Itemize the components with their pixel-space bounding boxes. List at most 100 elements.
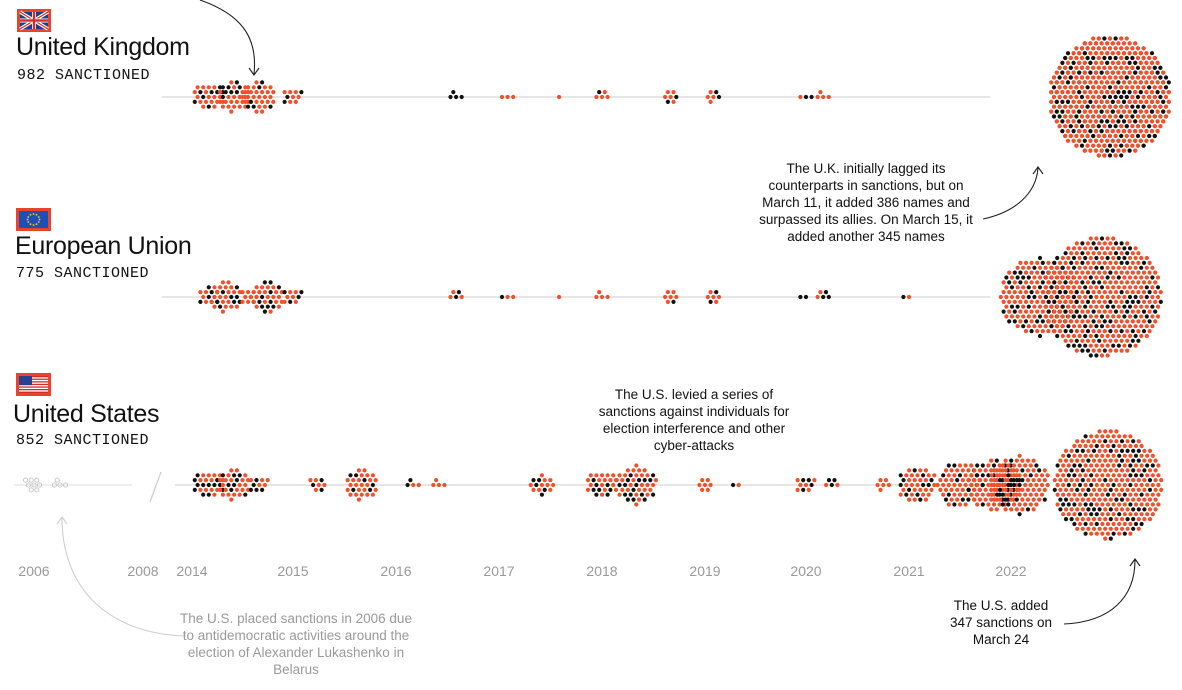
sanction-dot xyxy=(1072,492,1077,497)
sanction-dot xyxy=(1058,458,1063,463)
sanction-dot xyxy=(1145,473,1150,478)
sanction-dot xyxy=(1103,448,1108,453)
sanction-dot xyxy=(1108,260,1113,265)
sanction-dot xyxy=(195,473,200,478)
sanction-dot xyxy=(1083,502,1088,507)
sanction-dot xyxy=(220,290,225,295)
sanction-dot xyxy=(1091,448,1097,453)
sanction-dot xyxy=(803,294,809,300)
sanction-dot xyxy=(1077,304,1082,309)
sanction-dot xyxy=(368,487,373,492)
sanction-dot xyxy=(1096,143,1101,148)
sanction-dot xyxy=(1149,90,1155,95)
sanction-dot xyxy=(980,502,985,507)
sanction-dot xyxy=(1063,497,1069,502)
sanction-dot xyxy=(1055,285,1060,290)
sanction-dot xyxy=(201,104,206,109)
sanction-dot xyxy=(826,94,831,100)
sanction-dot xyxy=(923,487,929,492)
sanction-dot xyxy=(980,482,985,488)
sanction-dot xyxy=(946,482,951,488)
sanction-dot xyxy=(1130,46,1135,51)
year-label-2006: 2006 xyxy=(18,563,50,579)
sanction-dot xyxy=(1077,255,1082,261)
sanction-dot xyxy=(354,482,359,488)
sanction-dot xyxy=(1119,65,1124,70)
sanction-dot xyxy=(1153,458,1158,463)
sanction-dot xyxy=(265,99,270,104)
sanction-dot xyxy=(591,478,596,483)
sanction-dot xyxy=(1147,309,1152,314)
sanction-dot xyxy=(1102,348,1107,353)
sanction-dot xyxy=(1155,60,1160,65)
sanction-dot xyxy=(1077,246,1082,251)
sanction-dot xyxy=(1119,270,1124,275)
sanction-dot xyxy=(832,478,837,483)
sanction-dot xyxy=(1147,487,1153,492)
sanction-dot xyxy=(217,482,223,488)
sanction-dot xyxy=(1113,124,1118,129)
sanction-dot xyxy=(992,478,997,483)
sanction-dot xyxy=(1144,333,1149,339)
sanction-dot xyxy=(1111,453,1116,458)
sanction-dot xyxy=(594,492,599,497)
sanction-dot xyxy=(1021,324,1026,329)
sanction-dot xyxy=(1102,270,1107,275)
sanction-dot xyxy=(628,473,633,478)
sanction-dot xyxy=(226,473,231,478)
sanction-dot xyxy=(1149,119,1155,124)
sanction-dot xyxy=(1058,478,1063,483)
sanction-dot xyxy=(1102,114,1107,119)
sanction-dot xyxy=(1122,492,1127,497)
sanction-dot xyxy=(1117,473,1122,478)
sanction-dot xyxy=(611,473,616,478)
sanction-dot xyxy=(1069,517,1074,522)
sanction-dot xyxy=(1133,492,1139,497)
sanction-dot xyxy=(1099,129,1104,134)
sanction-dot xyxy=(232,94,237,100)
sanction-dot xyxy=(708,290,713,295)
sanction-dot xyxy=(975,502,980,507)
sanction-dot xyxy=(1094,333,1099,339)
sanction-dot xyxy=(1158,114,1163,119)
sanction-dot xyxy=(1155,314,1161,319)
sanction-dot xyxy=(1097,448,1102,453)
sanction-dot xyxy=(1113,153,1118,158)
sanction-dot xyxy=(1020,468,1025,473)
sanction-dot xyxy=(1077,51,1082,56)
sanction-dot xyxy=(1085,299,1091,304)
sanction-dot xyxy=(1122,343,1127,348)
sanction-dot xyxy=(909,492,915,497)
sanction-dot xyxy=(1100,463,1105,468)
sanction-dot xyxy=(1023,270,1029,275)
sanction-dot xyxy=(1060,119,1065,124)
sanction-dot xyxy=(1091,241,1096,246)
sanction-dot xyxy=(1136,497,1141,502)
sanction-dot xyxy=(1025,497,1031,502)
us-sanctioned-count: 852 SANCTIONED xyxy=(16,432,150,449)
sanction-dot xyxy=(1100,482,1105,488)
sanction-dot xyxy=(986,502,991,507)
sanction-dot xyxy=(997,478,1003,483)
sanction-dot xyxy=(218,487,223,492)
sanction-dot xyxy=(1071,246,1077,251)
sanction-dot xyxy=(716,294,722,300)
sanction-dot xyxy=(351,478,356,483)
sanction-dot xyxy=(1150,473,1155,478)
sanction-dot xyxy=(1082,138,1087,143)
uk-top-arrowhead xyxy=(248,67,260,76)
sanction-dot xyxy=(1099,324,1105,329)
sanction-dot xyxy=(599,473,605,478)
sanction-dot xyxy=(229,478,234,483)
sanction-dot xyxy=(1079,104,1085,109)
sanction-dot xyxy=(1119,124,1124,129)
sanction-dot xyxy=(1150,275,1155,280)
sanction-dot xyxy=(1063,290,1068,295)
sanction-dot xyxy=(1141,299,1147,304)
sanction-dot xyxy=(1055,324,1060,329)
sanction-dot xyxy=(1145,492,1150,497)
sanction-dot xyxy=(645,482,650,488)
sanction-dot xyxy=(941,492,946,497)
eu-sanctioned-count: 775 SANCTIONED xyxy=(16,265,150,282)
sanction-dot xyxy=(1009,458,1014,463)
